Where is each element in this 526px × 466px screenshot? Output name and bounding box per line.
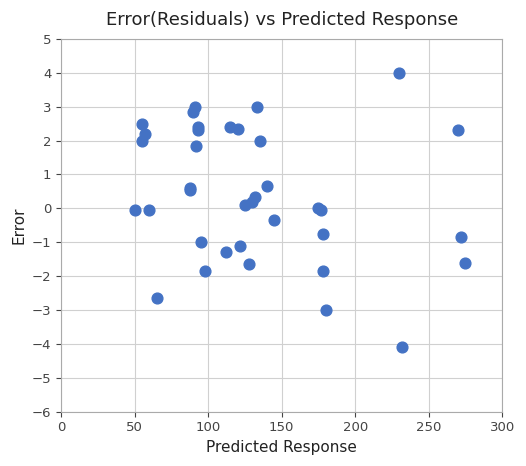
Point	[197, 239, 205, 246]
Point	[186, 185, 195, 192]
Point	[319, 267, 327, 275]
Point	[251, 193, 259, 200]
Point	[321, 306, 330, 314]
Point	[189, 108, 198, 116]
Point	[138, 137, 146, 144]
Point	[241, 201, 249, 209]
Point	[145, 206, 154, 214]
Point	[398, 343, 407, 351]
Point	[454, 127, 462, 134]
Point	[234, 125, 242, 132]
Point	[138, 120, 146, 127]
Point	[201, 267, 209, 275]
Point	[317, 206, 326, 214]
Point	[252, 103, 261, 110]
Y-axis label: Error: Error	[11, 206, 26, 244]
Point	[221, 249, 230, 256]
Point	[194, 123, 202, 131]
Point	[130, 206, 139, 214]
Point	[255, 137, 264, 144]
Point	[319, 230, 327, 238]
Point	[461, 259, 470, 266]
Point	[245, 260, 254, 268]
Point	[457, 233, 466, 241]
Point	[226, 123, 235, 131]
X-axis label: Predicted Response: Predicted Response	[206, 440, 357, 455]
Point	[395, 69, 403, 76]
Point	[190, 103, 199, 110]
Point	[192, 142, 200, 150]
Point	[153, 295, 161, 302]
Point	[270, 217, 278, 224]
Point	[140, 130, 149, 137]
Point	[186, 186, 195, 193]
Point	[194, 127, 202, 134]
Point	[314, 205, 322, 212]
Point	[262, 183, 271, 190]
Title: Error(Residuals) vs Predicted Response: Error(Residuals) vs Predicted Response	[106, 11, 458, 29]
Point	[248, 198, 257, 206]
Point	[236, 242, 245, 249]
